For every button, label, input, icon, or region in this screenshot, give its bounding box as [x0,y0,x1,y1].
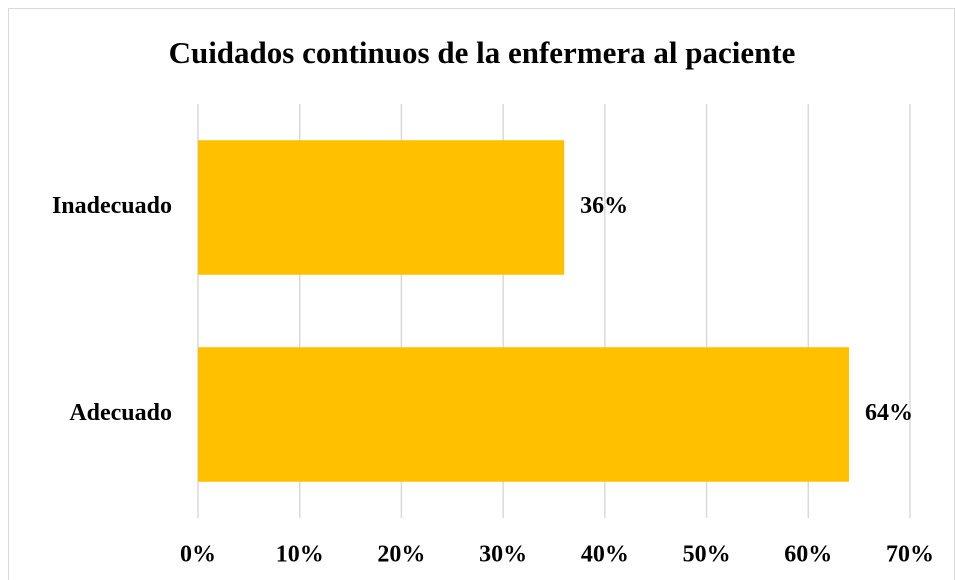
bar [198,140,565,275]
x-tick-label: 50% [683,542,731,568]
chart-title: Cuidados continuos de la enfermera al pa… [169,35,796,70]
y-tick-label: Inadecuado [52,193,172,219]
x-tick-label: 70% [886,542,934,568]
data-label: 36% [580,193,628,219]
x-tick-label: 30% [479,542,527,568]
x-tick-label: 0% [180,542,216,568]
chart-border [8,8,955,580]
data-label: 64% [865,400,913,426]
y-tick-label: Adecuado [69,400,172,426]
bar [198,347,849,482]
x-tick-label: 60% [784,542,832,568]
x-tick-label: 40% [581,542,629,568]
x-tick-label: 10% [276,542,324,568]
x-tick-label: 20% [377,542,425,568]
